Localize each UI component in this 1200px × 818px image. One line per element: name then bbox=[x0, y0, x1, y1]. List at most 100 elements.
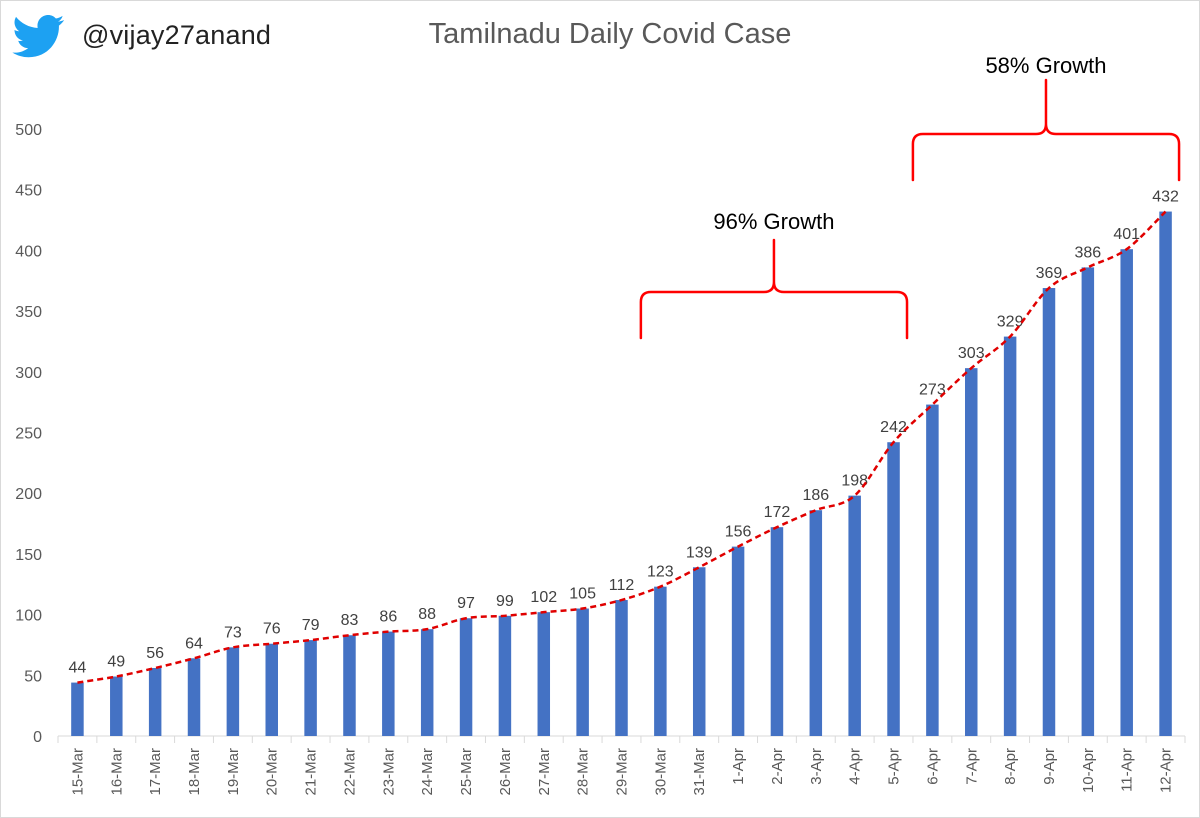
data-label: 79 bbox=[302, 617, 320, 634]
data-label: 88 bbox=[418, 606, 436, 623]
data-label: 432 bbox=[1152, 189, 1179, 206]
bar bbox=[731, 546, 745, 736]
x-tick-label: 1-Apr bbox=[730, 748, 747, 785]
y-tick-label: 200 bbox=[15, 486, 42, 503]
x-tick-label: 19-Mar bbox=[225, 748, 242, 796]
data-label: 156 bbox=[725, 524, 752, 541]
x-tick-label: 20-Mar bbox=[264, 748, 281, 796]
x-tick-label: 5-Apr bbox=[886, 748, 903, 785]
bar bbox=[576, 608, 589, 736]
data-label: 76 bbox=[263, 621, 281, 638]
y-tick-label: 350 bbox=[15, 304, 42, 321]
y-tick-label: 500 bbox=[15, 122, 42, 139]
data-label: 139 bbox=[686, 544, 713, 561]
bar bbox=[1003, 336, 1017, 736]
data-label: 386 bbox=[1074, 244, 1101, 261]
bar bbox=[420, 629, 434, 736]
data-label: 105 bbox=[569, 586, 596, 603]
data-label: 73 bbox=[224, 624, 242, 641]
x-tick-label: 16-Mar bbox=[108, 748, 125, 796]
x-tick-label: 31-Mar bbox=[691, 748, 708, 796]
y-tick-label: 450 bbox=[15, 183, 42, 200]
bar bbox=[887, 442, 900, 736]
x-tick-label: 23-Mar bbox=[380, 748, 397, 796]
data-label: 49 bbox=[107, 654, 125, 671]
x-tick-label: 2-Apr bbox=[769, 748, 786, 785]
y-tick-label: 250 bbox=[15, 426, 42, 443]
data-label: 99 bbox=[496, 593, 514, 610]
bar bbox=[1042, 288, 1056, 736]
x-tick-label: 6-Apr bbox=[924, 748, 941, 785]
y-tick-label: 300 bbox=[15, 365, 42, 382]
bar bbox=[537, 612, 551, 736]
data-label: 112 bbox=[609, 577, 635, 594]
data-label: 123 bbox=[647, 564, 674, 581]
data-label: 242 bbox=[880, 419, 907, 436]
data-label: 369 bbox=[1036, 265, 1063, 282]
data-label: 172 bbox=[764, 504, 791, 521]
bar bbox=[692, 567, 706, 736]
growth-annotation: 96% Growth bbox=[713, 209, 834, 234]
data-label: 198 bbox=[841, 473, 868, 490]
x-tick-label: 15-Mar bbox=[69, 748, 86, 796]
growth-brace bbox=[911, 78, 1181, 182]
growth-brace bbox=[639, 238, 909, 340]
data-label: 401 bbox=[1113, 226, 1140, 243]
data-label: 303 bbox=[958, 345, 985, 362]
x-tick-label: 24-Mar bbox=[419, 748, 436, 796]
data-label: 86 bbox=[379, 609, 397, 626]
data-label: 273 bbox=[919, 382, 946, 399]
bar bbox=[926, 404, 939, 736]
x-tick-label: 28-Mar bbox=[575, 748, 592, 796]
x-tick-label: 27-Mar bbox=[536, 748, 553, 796]
x-tick-label: 11-Apr bbox=[1119, 748, 1136, 792]
x-tick-label: 3-Apr bbox=[808, 748, 825, 785]
bar bbox=[1159, 211, 1172, 736]
twitter-handle: @vijay27anand bbox=[82, 20, 272, 50]
x-tick-label: 26-Mar bbox=[497, 748, 514, 796]
x-tick-label: 22-Mar bbox=[341, 748, 358, 796]
x-tick-label: 9-Apr bbox=[1041, 748, 1058, 785]
bar bbox=[265, 643, 278, 736]
bar bbox=[1120, 249, 1133, 736]
bar bbox=[304, 640, 317, 736]
y-tick-label: 150 bbox=[15, 547, 42, 564]
bar bbox=[965, 368, 978, 736]
header: @vijay27anand Tamilnadu Daily Covid Case bbox=[0, 0, 1200, 80]
chart-title: Tamilnadu Daily Covid Case bbox=[428, 18, 792, 50]
bar bbox=[343, 635, 356, 736]
data-label: 64 bbox=[185, 635, 203, 652]
x-tick-label: 7-Apr bbox=[963, 748, 980, 785]
x-tick-label: 30-Mar bbox=[652, 748, 669, 796]
x-tick-label: 25-Mar bbox=[458, 748, 475, 796]
x-tick-label: 21-Mar bbox=[303, 748, 320, 796]
y-tick-label: 100 bbox=[15, 608, 42, 625]
bar bbox=[148, 668, 162, 736]
bar bbox=[654, 586, 667, 736]
bar bbox=[110, 676, 123, 736]
x-tick-label: 12-Apr bbox=[1158, 748, 1175, 793]
data-label: 186 bbox=[802, 487, 829, 504]
bar bbox=[848, 495, 861, 736]
bar bbox=[187, 658, 201, 736]
trendline bbox=[77, 210, 1167, 684]
x-tick-label: 17-Mar bbox=[147, 748, 164, 796]
twitter-bird-icon bbox=[12, 14, 65, 58]
data-label: 329 bbox=[997, 314, 1024, 331]
data-label: 102 bbox=[530, 589, 557, 606]
bar bbox=[615, 600, 628, 736]
bar bbox=[770, 527, 784, 736]
y-tick-label: 50 bbox=[24, 668, 42, 685]
bar bbox=[382, 631, 395, 736]
data-label: 44 bbox=[69, 660, 87, 677]
x-tick-label: 8-Apr bbox=[1002, 748, 1019, 785]
y-tick-label: 400 bbox=[15, 243, 42, 260]
data-label: 83 bbox=[341, 612, 359, 629]
bar bbox=[1081, 267, 1095, 736]
bar bbox=[809, 510, 823, 736]
bar bbox=[226, 647, 240, 736]
bar bbox=[459, 618, 473, 736]
bar bbox=[498, 615, 512, 736]
x-tick-label: 29-Mar bbox=[614, 748, 631, 796]
